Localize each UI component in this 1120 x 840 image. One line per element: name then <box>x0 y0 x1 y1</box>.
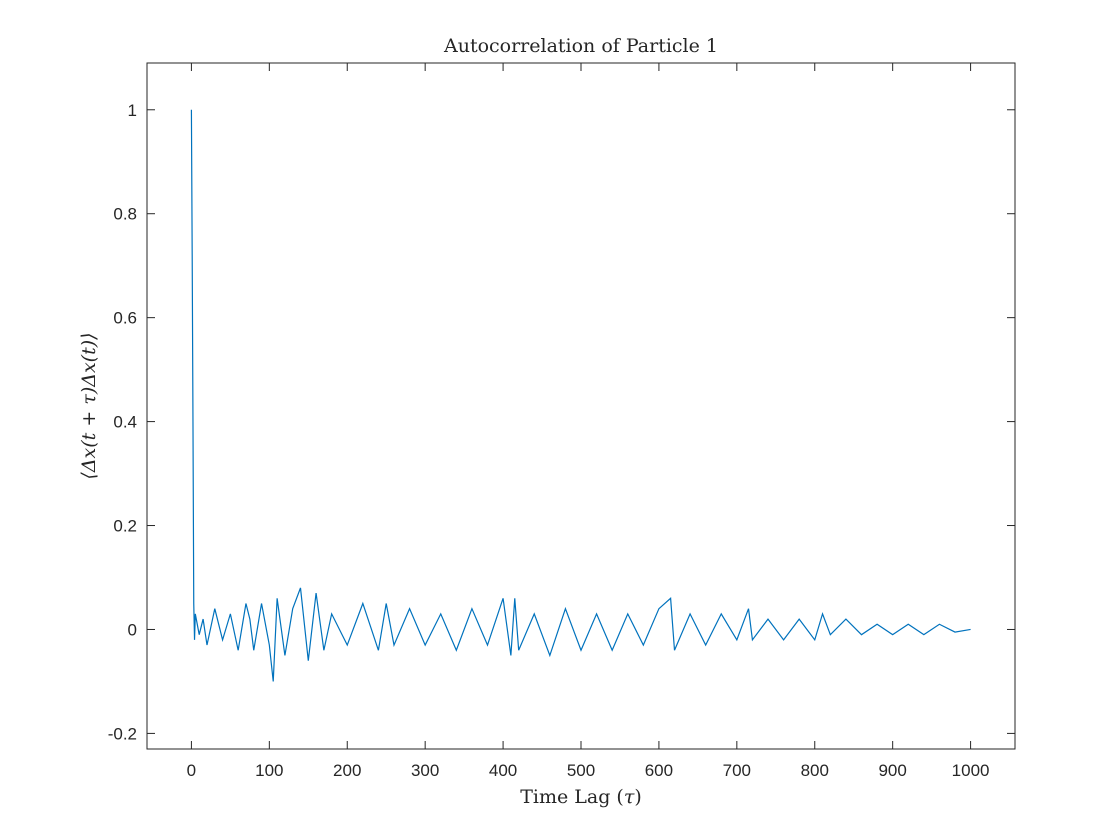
x-tick-label: 1000 <box>952 761 990 780</box>
x-tick-label: 200 <box>333 761 361 780</box>
tick-labels-group: 0 100 200 300 400 500 600 700 800 900 1000 -0.2 0 0.2… <box>108 101 990 780</box>
x-tick-label: 600 <box>645 761 673 780</box>
x-tick-label: 500 <box>567 761 595 780</box>
y-tick-label: 0 <box>128 620 137 639</box>
y-tick-label: 0.8 <box>113 205 137 224</box>
y-axis-label: ⟨Δx(t + τ)Δx(t)⟩ <box>78 332 100 479</box>
plot-area <box>146 62 1016 750</box>
x-axis-label-text: Time Lag ( <box>520 786 624 808</box>
x-tick-label: 400 <box>489 761 517 780</box>
y-tick-label: 0.2 <box>113 517 137 536</box>
x-tick-label: 900 <box>878 761 906 780</box>
y-tick-label: 0.6 <box>113 309 137 328</box>
chart-title: Autocorrelation of Particle 1 <box>443 35 718 57</box>
x-tick-label: 700 <box>723 761 751 780</box>
y-tick-label: 0.4 <box>113 413 137 432</box>
x-tick-label: 800 <box>801 761 829 780</box>
series-line <box>190 109 971 682</box>
x-axis-label: Time Lag (τ) <box>520 786 642 808</box>
y-tick-label: 1 <box>128 101 137 120</box>
x-axis-label-suffix: ) <box>634 786 641 808</box>
x-tick-label: 0 <box>187 761 196 780</box>
ticks-group <box>147 63 1015 749</box>
y-tick-label: -0.2 <box>108 724 137 743</box>
x-tick-label: 300 <box>411 761 439 780</box>
x-axis-label-symbol: τ <box>624 786 635 808</box>
x-tick-label: 100 <box>255 761 283 780</box>
